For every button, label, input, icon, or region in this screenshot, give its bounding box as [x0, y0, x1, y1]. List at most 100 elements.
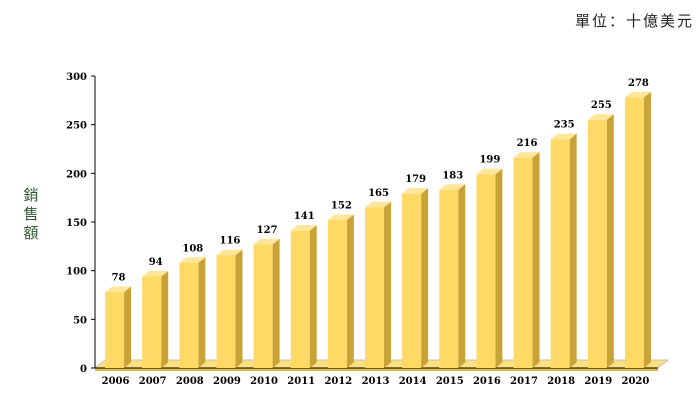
bar	[624, 91, 651, 369]
bar-side	[532, 152, 540, 368]
bar	[105, 286, 132, 368]
bar-side	[309, 225, 317, 368]
bar-top	[179, 257, 206, 263]
data-label: 108	[182, 243, 203, 254]
y-tick-label: 50	[73, 315, 87, 326]
data-label: 127	[257, 225, 278, 236]
bar	[327, 214, 354, 368]
bar-top	[402, 188, 429, 194]
x-tick-label: 2012	[324, 376, 352, 387]
bar-top	[327, 214, 354, 221]
x-tick-label: 2020	[622, 376, 650, 387]
x-tick-label: 2009	[213, 376, 241, 387]
bar-front	[402, 193, 422, 368]
bar-front	[290, 230, 310, 368]
bar-top	[439, 184, 466, 190]
y-tick-label: 150	[66, 218, 87, 229]
bar-top	[290, 225, 317, 231]
bar-front	[587, 119, 607, 368]
bar-side	[606, 114, 614, 368]
bar	[365, 201, 391, 368]
x-tick-label: 2019	[584, 376, 612, 387]
x-tick-label: 2010	[250, 376, 278, 387]
x-tick-label: 2017	[510, 376, 538, 387]
bar	[402, 188, 429, 368]
x-tick-label: 2008	[176, 376, 204, 387]
bar-top	[142, 270, 169, 277]
x-tick-label: 2014	[399, 376, 427, 387]
bar-top	[365, 201, 391, 208]
bar-top	[476, 168, 503, 175]
bar-front	[550, 139, 570, 368]
unit-label: 單位：十億美元	[574, 12, 694, 30]
bar-top	[550, 133, 577, 140]
data-label: 278	[628, 78, 649, 89]
y-tick-label: 250	[66, 121, 87, 132]
bar-side	[272, 238, 280, 368]
data-label: 235	[554, 120, 575, 131]
data-label: 141	[294, 211, 315, 222]
floor-front	[95, 368, 658, 371]
bar-front	[476, 174, 496, 368]
data-label: 165	[368, 188, 389, 199]
bar	[253, 238, 280, 368]
bar-side	[569, 133, 577, 368]
data-label: 116	[220, 235, 241, 246]
x-tick-label: 2007	[139, 376, 167, 387]
data-label: 152	[331, 200, 352, 211]
bar-side	[495, 168, 503, 368]
bar-front	[327, 220, 347, 368]
bar-side	[198, 257, 206, 368]
bar-side	[235, 249, 243, 368]
bar-side	[643, 91, 651, 369]
bar	[513, 152, 540, 368]
x-tick-label: 2015	[436, 376, 464, 387]
bar-front	[365, 207, 384, 368]
x-tick-label: 2013	[362, 376, 390, 387]
bar-front	[513, 157, 533, 368]
bar-front	[179, 262, 199, 368]
bar-side	[421, 188, 429, 368]
bar-side	[346, 214, 354, 368]
bar-side	[458, 184, 466, 368]
x-tick-label: 2018	[547, 376, 575, 387]
data-label: 183	[442, 170, 463, 181]
bar-top	[624, 91, 651, 98]
data-label: 94	[149, 257, 163, 268]
data-label: 179	[405, 174, 426, 185]
bar	[439, 184, 466, 368]
bar	[290, 225, 317, 368]
bar-top	[513, 152, 540, 158]
x-tick-label: 2011	[287, 376, 315, 387]
bar-front	[142, 276, 162, 368]
bar-front	[105, 292, 125, 368]
bar-front	[624, 97, 644, 368]
bar-top	[587, 114, 614, 120]
y-tick-label: 200	[66, 169, 87, 180]
y-axis-label: 銷售額	[23, 186, 39, 242]
bar	[550, 133, 577, 368]
data-label: 216	[517, 138, 538, 149]
bar-front	[253, 244, 273, 368]
bar-front	[216, 255, 236, 368]
x-tick-label: 2016	[473, 376, 501, 387]
bar-top	[105, 286, 132, 293]
bar	[179, 257, 206, 368]
bar	[142, 270, 169, 368]
x-tick-label: 2006	[102, 376, 130, 387]
bar-side	[384, 201, 391, 368]
bar-side	[161, 270, 169, 368]
data-label: 199	[479, 155, 500, 166]
bars	[105, 91, 651, 369]
bar-front	[439, 189, 459, 368]
bar	[216, 249, 243, 368]
labels: 78 2006 94 2007 108 2008 116 2009 127 2010 141 2011…	[102, 78, 650, 387]
bar	[587, 114, 614, 368]
bar-top	[253, 238, 280, 245]
bar-side	[124, 286, 132, 368]
y-tick-label: 0	[80, 364, 87, 375]
data-label: 78	[112, 272, 126, 283]
data-label: 255	[591, 100, 612, 111]
bar	[476, 168, 503, 368]
